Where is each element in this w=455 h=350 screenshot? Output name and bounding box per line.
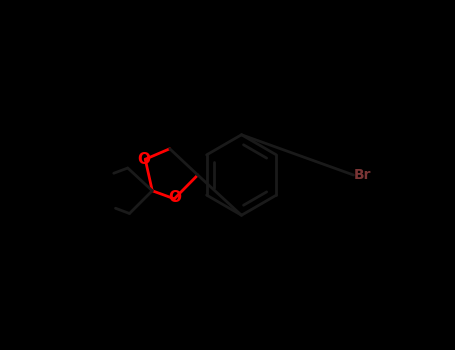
Text: O: O	[137, 152, 150, 167]
Text: O: O	[168, 190, 181, 204]
Text: Br: Br	[354, 168, 371, 182]
